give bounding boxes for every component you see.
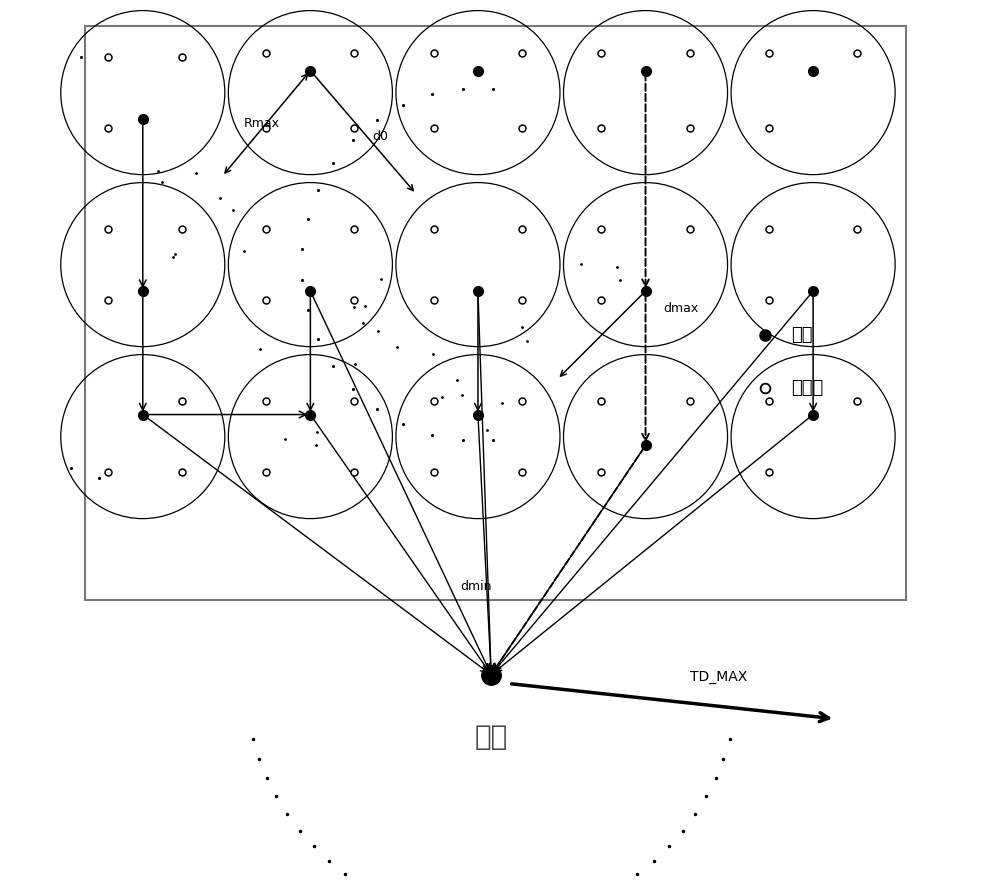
Text: 簇成员: 簇成员: [791, 379, 823, 397]
Text: dmax: dmax: [663, 303, 698, 315]
Text: TD_MAX: TD_MAX: [690, 669, 747, 684]
Bar: [85, 26, 906, 600]
Text: Rmax: Rmax: [244, 117, 280, 130]
Text: d0: d0: [372, 131, 388, 143]
Text: dmin: dmin: [460, 580, 492, 593]
Text: 簇头: 簇头: [791, 326, 813, 344]
Text: 基站: 基站: [475, 723, 508, 751]
